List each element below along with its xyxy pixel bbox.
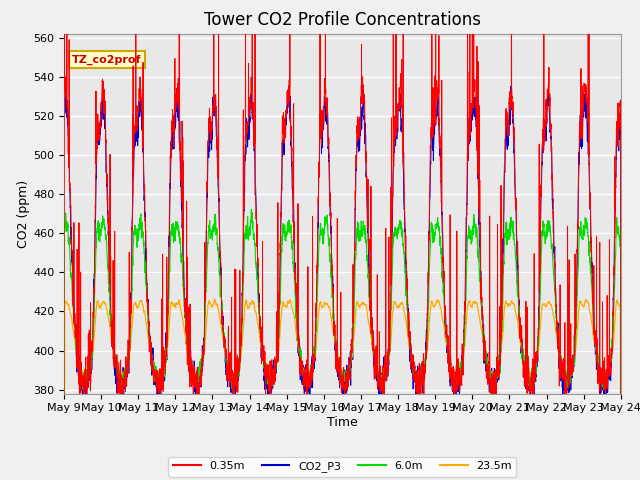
Y-axis label: CO2 (ppm): CO2 (ppm) bbox=[17, 180, 30, 248]
Text: TZ_co2prof: TZ_co2prof bbox=[72, 54, 142, 65]
Legend: 0.35m, CO2_P3, 6.0m, 23.5m: 0.35m, CO2_P3, 6.0m, 23.5m bbox=[168, 457, 516, 477]
Title: Tower CO2 Profile Concentrations: Tower CO2 Profile Concentrations bbox=[204, 11, 481, 29]
X-axis label: Time: Time bbox=[327, 416, 358, 429]
